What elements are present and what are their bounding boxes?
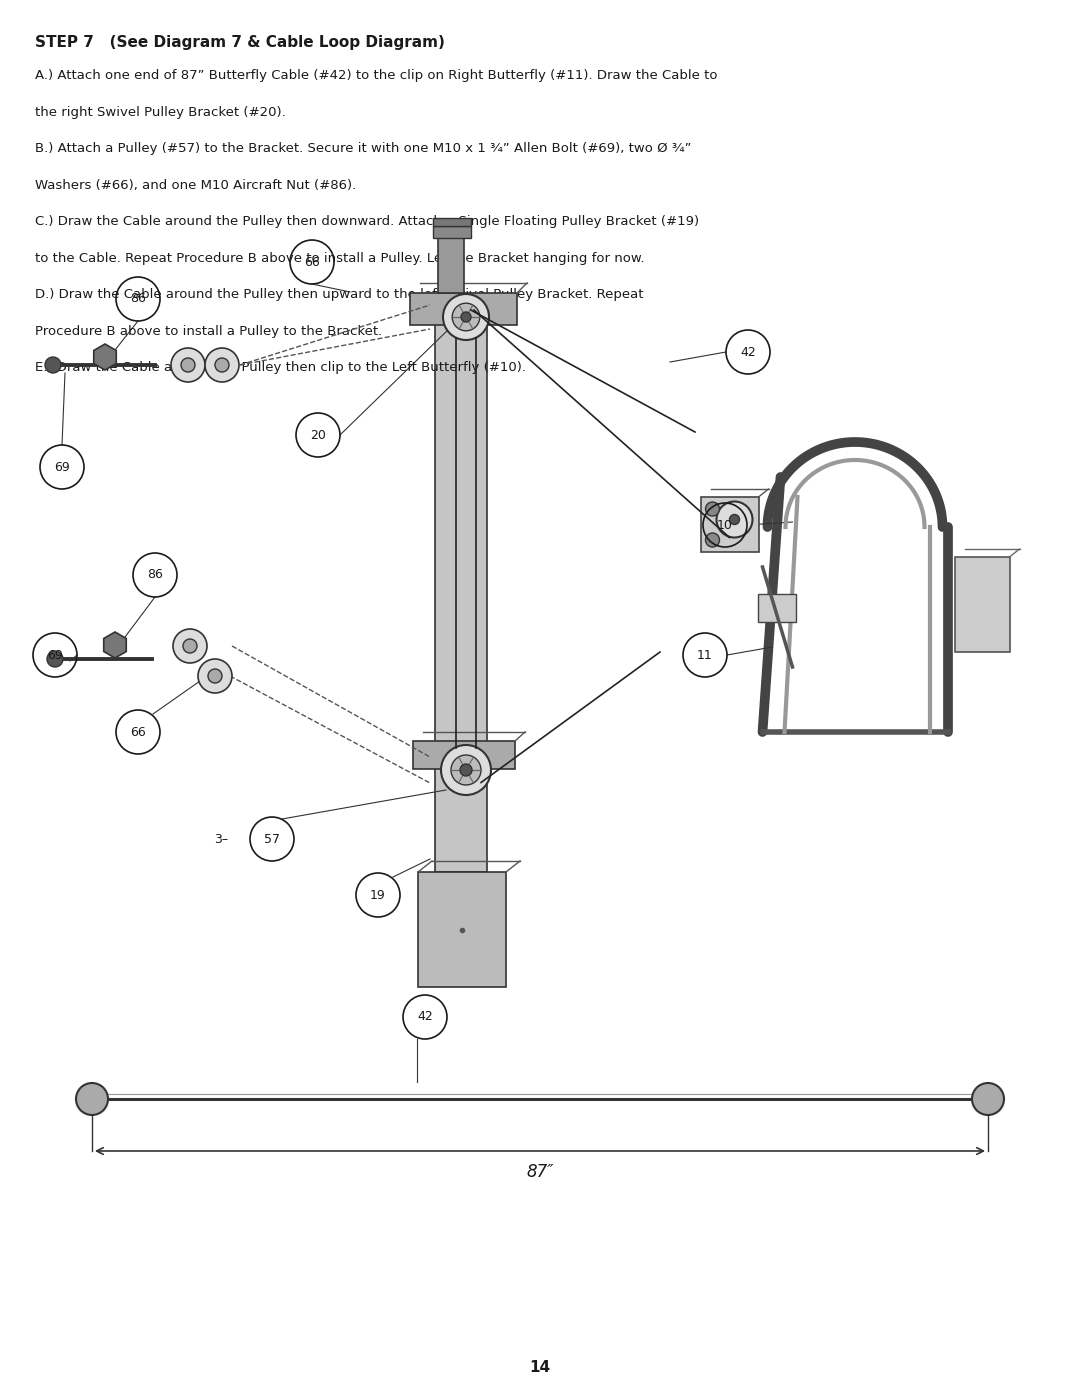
Bar bbox=[418, 872, 507, 988]
Text: 42: 42 bbox=[740, 345, 756, 359]
Bar bbox=[701, 497, 758, 552]
Circle shape bbox=[443, 293, 489, 339]
Circle shape bbox=[171, 348, 205, 381]
Circle shape bbox=[972, 1083, 1004, 1115]
Circle shape bbox=[208, 669, 222, 683]
Circle shape bbox=[441, 745, 491, 795]
Text: 10: 10 bbox=[717, 518, 733, 531]
Circle shape bbox=[460, 764, 472, 775]
Bar bbox=[410, 293, 517, 326]
Circle shape bbox=[705, 502, 719, 515]
Bar bbox=[438, 237, 464, 293]
Text: 66: 66 bbox=[305, 256, 320, 268]
Circle shape bbox=[461, 312, 471, 321]
Text: E.) Draw the Cable around the Pulley then clip to the Left Butterfly (#10).: E.) Draw the Cable around the Pulley the… bbox=[35, 360, 526, 374]
Text: 11: 11 bbox=[697, 648, 713, 662]
Text: 66: 66 bbox=[130, 725, 146, 739]
Bar bbox=[435, 312, 487, 872]
Text: C.) Draw the Cable around the Pulley then downward. Attach a Single Floating Pul: C.) Draw the Cable around the Pulley the… bbox=[35, 215, 699, 228]
Circle shape bbox=[729, 514, 740, 524]
Circle shape bbox=[198, 659, 232, 693]
Circle shape bbox=[451, 754, 481, 785]
Circle shape bbox=[716, 502, 753, 538]
Text: D.) Draw the Cable around the Pulley then upward to the left Swivel Pulley Brack: D.) Draw the Cable around the Pulley the… bbox=[35, 288, 644, 300]
Bar bbox=[433, 226, 471, 237]
Text: to the Cable. Repeat Procedure B above to install a Pulley. Let the Bracket hang: to the Cable. Repeat Procedure B above t… bbox=[35, 251, 645, 264]
Text: 14: 14 bbox=[529, 1361, 551, 1375]
Circle shape bbox=[453, 303, 480, 331]
Circle shape bbox=[183, 638, 197, 652]
Bar bbox=[433, 218, 471, 226]
Text: 57: 57 bbox=[264, 833, 280, 845]
Text: B.) Attach a Pulley (#57) to the Bracket. Secure it with one M10 x 1 ¾” Allen Bo: B.) Attach a Pulley (#57) to the Bracket… bbox=[35, 142, 691, 155]
Bar bbox=[955, 557, 1010, 652]
Text: 69: 69 bbox=[48, 648, 63, 662]
Text: 86: 86 bbox=[147, 569, 163, 581]
Circle shape bbox=[205, 348, 239, 381]
Circle shape bbox=[45, 358, 60, 373]
Text: Washers (#66), and one M10 Aircraft Nut (#86).: Washers (#66), and one M10 Aircraft Nut … bbox=[35, 179, 356, 191]
Text: 42: 42 bbox=[417, 1010, 433, 1024]
Circle shape bbox=[181, 358, 195, 372]
Text: 20: 20 bbox=[310, 429, 326, 441]
Circle shape bbox=[215, 358, 229, 372]
Bar bbox=[413, 740, 515, 768]
Polygon shape bbox=[104, 631, 126, 658]
Text: 86: 86 bbox=[130, 292, 146, 306]
Polygon shape bbox=[94, 344, 117, 370]
Bar bbox=[757, 594, 796, 622]
Text: 3–: 3– bbox=[214, 833, 228, 845]
Text: the right Swivel Pulley Bracket (#20).: the right Swivel Pulley Bracket (#20). bbox=[35, 106, 286, 119]
Text: 69: 69 bbox=[54, 461, 70, 474]
Text: 87″: 87″ bbox=[526, 1162, 554, 1180]
Circle shape bbox=[48, 651, 63, 666]
Circle shape bbox=[705, 534, 719, 548]
Text: A.) Attach one end of 87” Butterfly Cable (#42) to the clip on Right Butterfly (: A.) Attach one end of 87” Butterfly Cabl… bbox=[35, 68, 717, 82]
Text: Procedure B above to install a Pulley to the Bracket.: Procedure B above to install a Pulley to… bbox=[35, 324, 382, 338]
Text: STEP 7   (See Diagram 7 & Cable Loop Diagram): STEP 7 (See Diagram 7 & Cable Loop Diagr… bbox=[35, 35, 445, 50]
Circle shape bbox=[173, 629, 207, 664]
Text: 19: 19 bbox=[370, 888, 386, 901]
Circle shape bbox=[76, 1083, 108, 1115]
